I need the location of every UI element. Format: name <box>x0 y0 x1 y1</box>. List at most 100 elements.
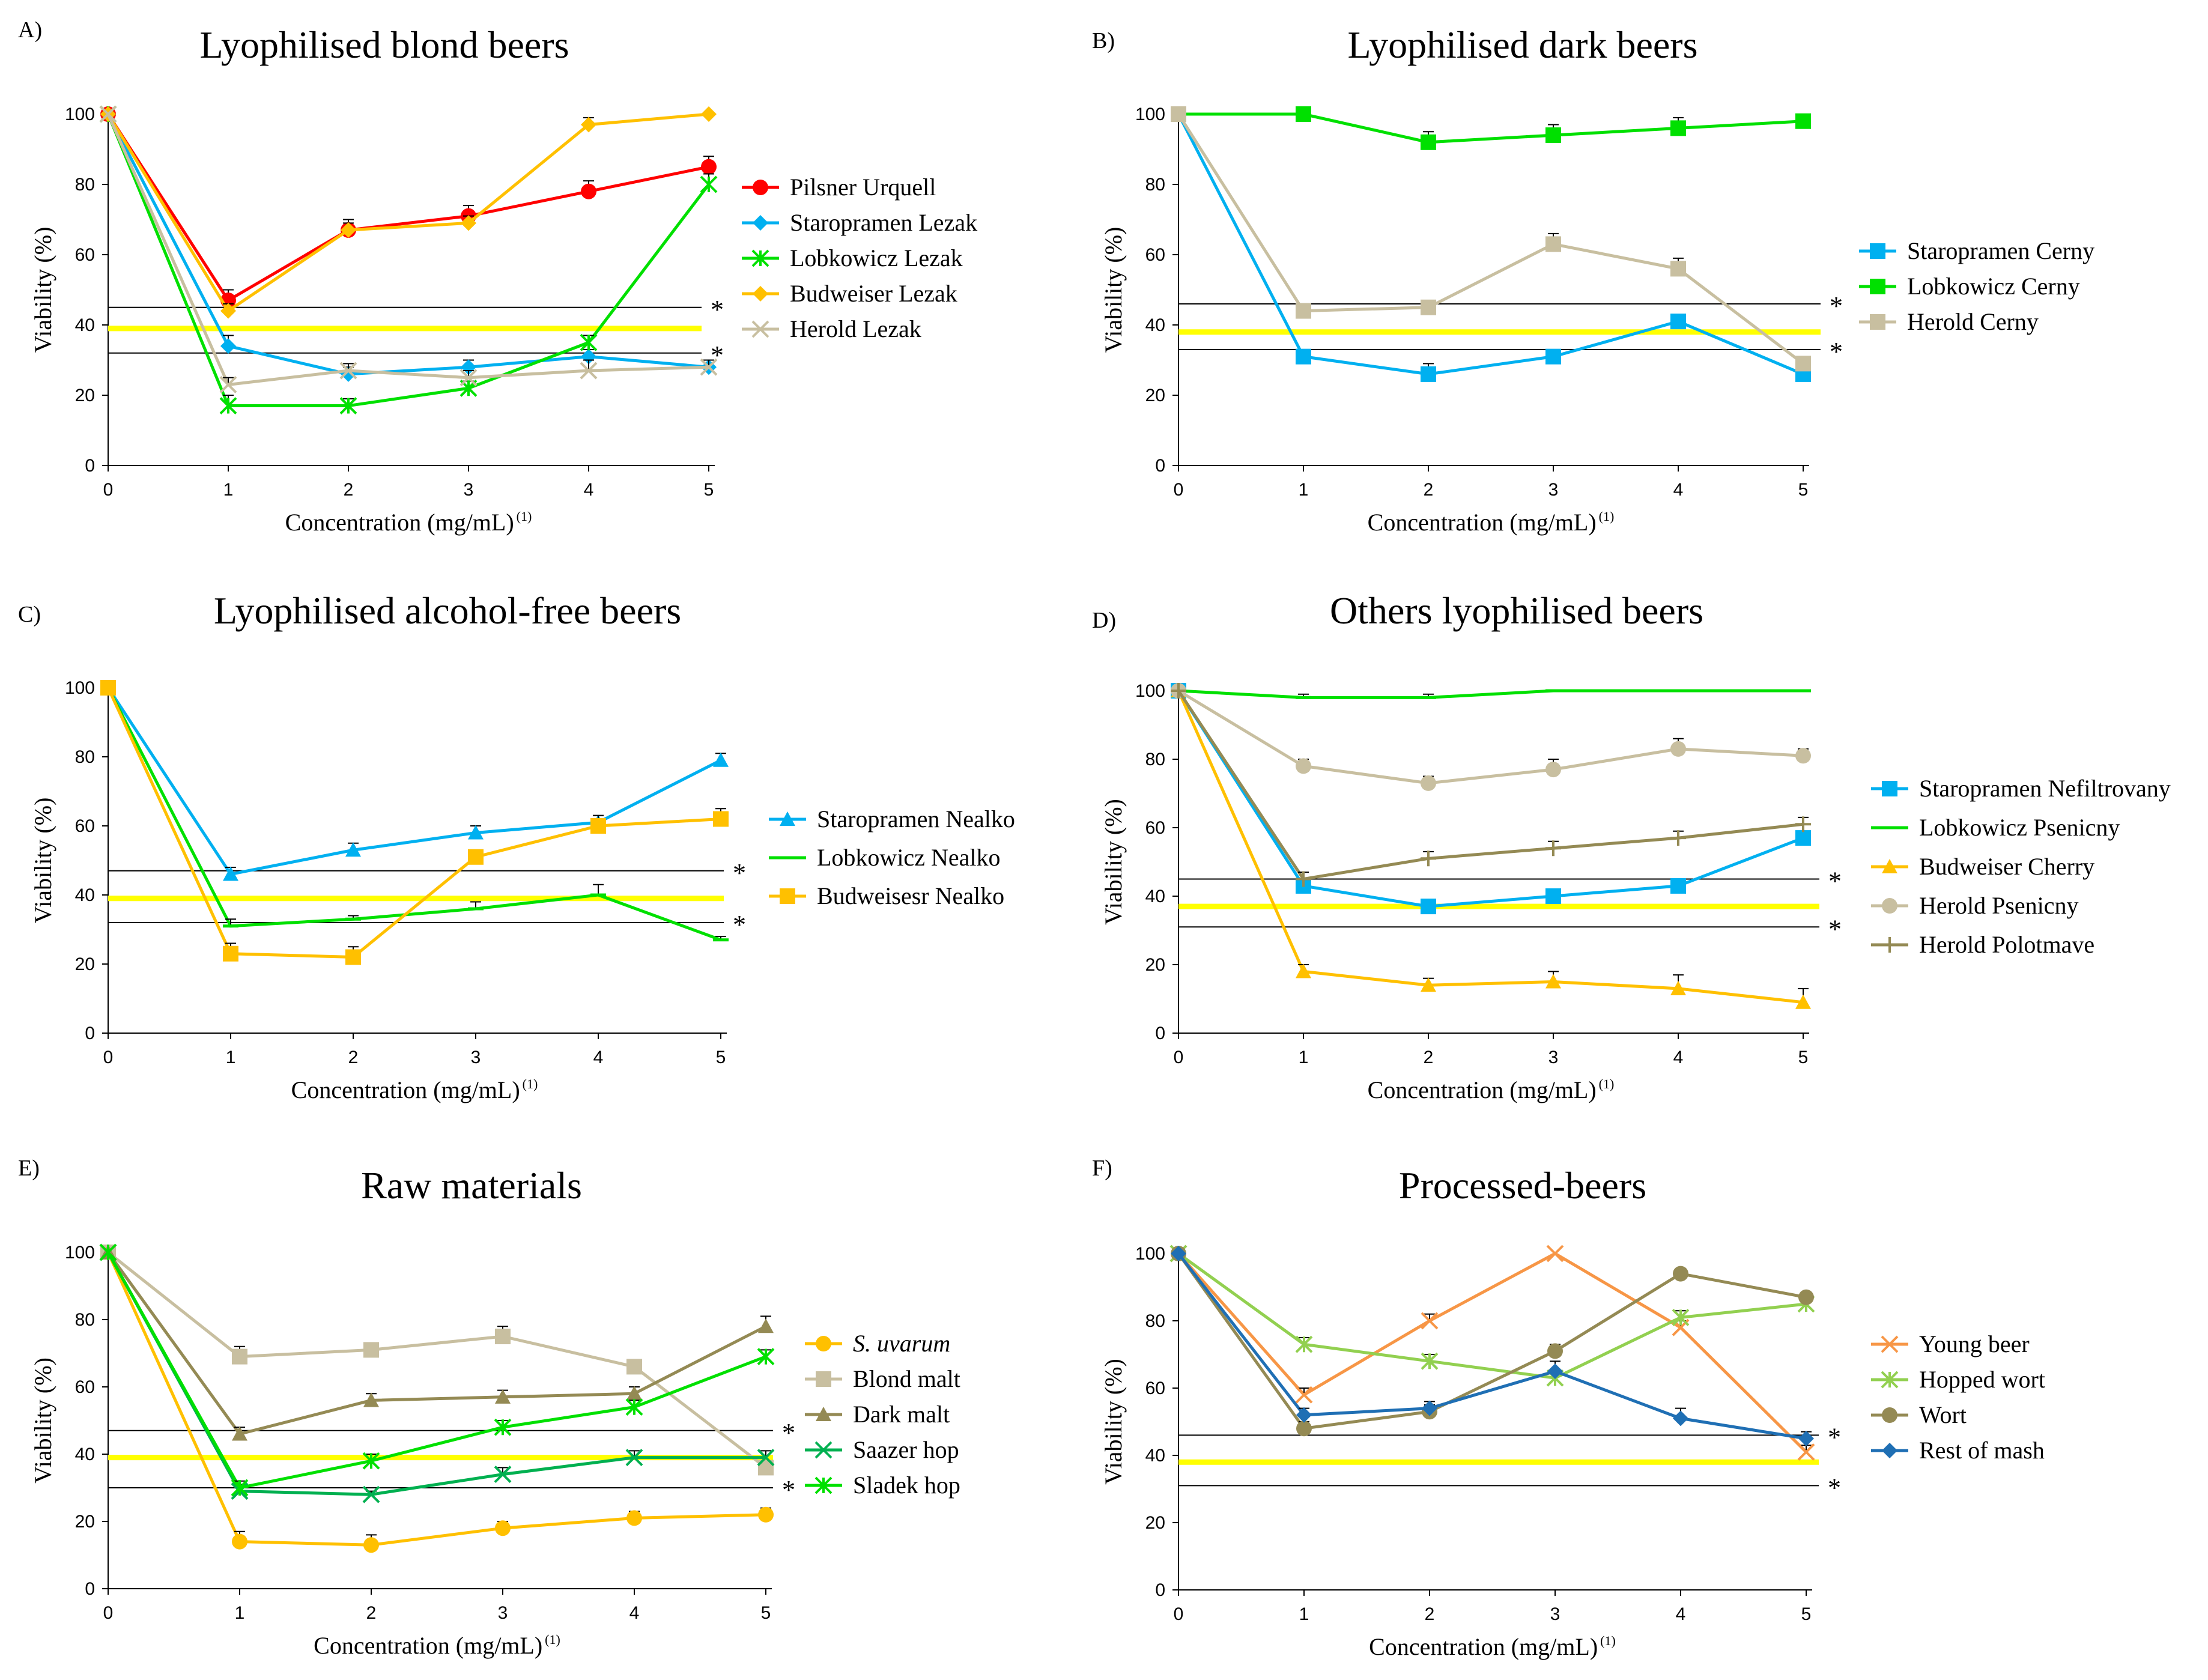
x-tick-label: 3 <box>1548 1048 1559 1067</box>
legend-entry: Staropramen Nealko <box>769 805 1015 832</box>
series-lobkowicz-nealko <box>100 686 729 942</box>
data-point <box>1545 127 1561 144</box>
series-young-beer <box>1169 1245 1815 1461</box>
data-point <box>494 1418 512 1436</box>
x-tick-label: 5 <box>716 1048 726 1067</box>
data-point <box>1171 683 1186 699</box>
y-tick-label: 20 <box>75 954 95 974</box>
y-tick-label: 60 <box>1145 245 1165 265</box>
legend-label: Budweisesr Nealko <box>817 882 1004 909</box>
legend-marker <box>1882 859 1897 874</box>
legend-label: Pilsner Urquell <box>790 174 936 201</box>
panel-letter: E) <box>18 1156 40 1181</box>
legend-label: Staropramen Cerny <box>1907 237 2094 264</box>
legend-marker <box>816 1371 831 1387</box>
series-budweisesr-nealko <box>100 680 729 965</box>
data-point <box>219 397 237 414</box>
data-point <box>495 1329 511 1344</box>
y-axis-label: Viability (%) <box>29 1357 56 1484</box>
legend-label: Lobkowicz Psenicny <box>1919 814 2120 841</box>
y-tick-label: 20 <box>1145 1513 1165 1533</box>
data-point <box>701 159 717 175</box>
x-tick-label: 0 <box>1174 1048 1184 1067</box>
x-tick-label: 0 <box>103 480 114 500</box>
y-tick-label: 60 <box>1145 818 1165 838</box>
series-line <box>1177 690 1804 908</box>
x-tick-label: 2 <box>366 1603 377 1623</box>
legend-entry: Dark malt <box>805 1401 950 1428</box>
legend-label: Wort <box>1919 1401 1967 1428</box>
legend-entry: Budweiser Cherry <box>1871 853 2094 880</box>
significance-marker: * <box>711 295 724 324</box>
x-tick-label: 0 <box>103 1048 114 1067</box>
data-point <box>590 818 606 834</box>
x-tick-label: 1 <box>235 1603 245 1623</box>
y-tick-label: 0 <box>1155 456 1165 476</box>
series-line <box>107 1251 767 1469</box>
legend-marker <box>780 888 795 904</box>
series-line <box>1177 1252 1807 1380</box>
legend-marker <box>1882 1407 1897 1423</box>
x-tick-label: 3 <box>498 1603 508 1623</box>
x-axis-label: Concentration (mg/mL) (1) <box>1369 1633 1616 1660</box>
data-point <box>1670 980 1686 995</box>
error-bar <box>583 359 594 371</box>
data-point <box>580 362 598 380</box>
data-point <box>700 175 718 193</box>
data-point <box>231 1479 249 1497</box>
legend-marker <box>816 1407 831 1422</box>
data-point <box>758 1506 774 1523</box>
y-tick-label: 100 <box>1135 681 1165 701</box>
data-point <box>339 362 357 380</box>
data-point <box>362 1452 380 1470</box>
y-tick-label: 20 <box>1145 386 1165 405</box>
data-point <box>1421 134 1436 150</box>
y-tick-label: 40 <box>75 1445 95 1464</box>
series-lobkowicz-cerny <box>1171 106 1811 150</box>
data-point <box>345 842 361 857</box>
data-point <box>1421 299 1436 315</box>
data-point <box>1545 348 1561 365</box>
data-point <box>1421 977 1436 992</box>
data-point <box>626 1510 642 1526</box>
data-point <box>1421 851 1436 867</box>
data-point <box>1670 261 1686 277</box>
x-tick-label: 1 <box>1299 1604 1309 1624</box>
data-point <box>1296 1407 1312 1423</box>
y-tick-label: 60 <box>1145 1378 1165 1398</box>
y-tick-label: 100 <box>1135 105 1165 124</box>
y-tick-label: 100 <box>1135 1244 1165 1264</box>
data-point <box>1672 1308 1690 1326</box>
legend-label: Herold Cerny <box>1907 308 2039 335</box>
x-axis-label: Concentration (mg/mL) (1) <box>1368 509 1615 536</box>
legend-marker <box>753 215 768 231</box>
y-tick-label: 40 <box>75 315 95 335</box>
data-point <box>459 369 478 387</box>
data-point <box>1421 775 1436 791</box>
series-line <box>1177 689 1804 785</box>
data-point <box>1670 314 1686 330</box>
x-tick-label: 2 <box>348 1048 359 1067</box>
y-tick-label: 0 <box>85 456 95 476</box>
series-blond-malt <box>100 1245 774 1476</box>
panel-letter: B) <box>1092 28 1115 53</box>
series-line <box>1177 1252 1807 1430</box>
data-point <box>1670 741 1686 757</box>
legend-marker <box>1882 781 1897 796</box>
y-axis-label: Viability (%) <box>1100 1359 1127 1485</box>
data-point <box>700 358 718 376</box>
legend-marker <box>1882 937 1897 953</box>
data-point <box>1795 830 1811 846</box>
legend-marker <box>1881 1335 1899 1353</box>
data-point <box>581 183 596 199</box>
x-tick-label: 5 <box>1798 480 1809 500</box>
legend-entry: Blond malt <box>805 1365 960 1392</box>
series-line <box>1177 113 1804 376</box>
significance-marker: * <box>1830 337 1843 366</box>
data-point <box>363 1537 379 1553</box>
y-axis-label: Viability (%) <box>29 227 56 353</box>
panel-letter: A) <box>18 17 42 43</box>
series-line <box>106 113 709 376</box>
legend-entry: Staropramen Nefiltrovany <box>1871 775 2171 802</box>
data-point <box>99 105 117 123</box>
